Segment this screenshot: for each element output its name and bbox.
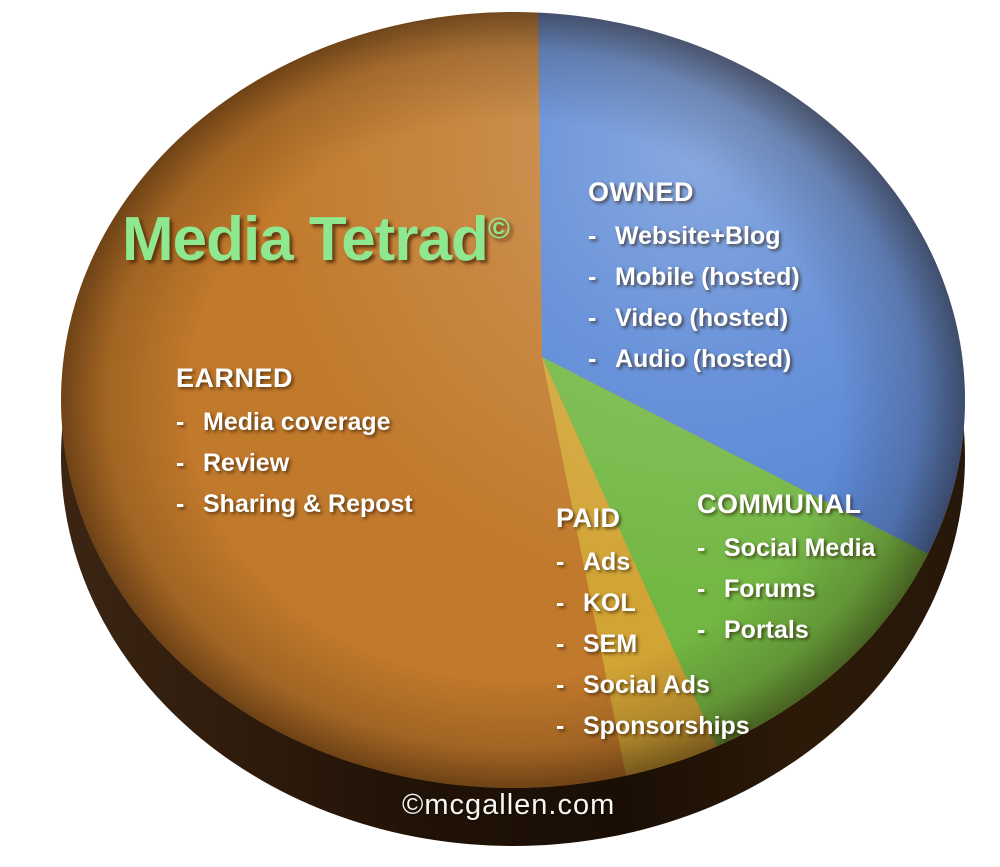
pie-edge-shadow: [61, 12, 965, 788]
slice-heading-paid: PAID: [556, 503, 621, 533]
list-item-label: Portals: [724, 616, 809, 644]
list-item-label: Social Media: [724, 534, 876, 562]
bullet-dash: -: [556, 630, 565, 658]
slice-label-paid: PAID - Ads - KOL - SEM - Social Ads - Sp…: [556, 502, 750, 747]
list-item-label: Social Ads: [583, 671, 710, 699]
list-item-label: Media coverage: [203, 408, 391, 436]
copyright-symbol: ©: [487, 212, 510, 246]
slice-heading-earned: EARNED: [176, 363, 294, 393]
bullet-dash: -: [697, 575, 706, 603]
list-item-label: Video (hosted): [615, 304, 789, 332]
bullet-dash: -: [588, 304, 597, 332]
list-item: - Mobile (hosted): [588, 257, 800, 298]
diagram-title: Media Tetrad©: [122, 205, 510, 274]
diagram-title-text: Media Tetrad: [122, 205, 489, 274]
list-item: - Video (hosted): [588, 298, 800, 339]
list-item: - Sponsorships: [556, 706, 750, 747]
list-item-label: KOL: [583, 589, 636, 617]
bullet-dash: -: [697, 616, 706, 644]
slice-label-earned: EARNED - Media coverage - Review - Shari…: [176, 362, 413, 525]
list-item: - Audio (hosted): [588, 339, 800, 380]
bullet-dash: -: [556, 548, 565, 576]
list-item-label: Mobile (hosted): [615, 263, 800, 291]
list-item: - Website+Blog: [588, 216, 800, 257]
bullet-dash: -: [588, 345, 597, 373]
list-item: - Social Ads: [556, 665, 750, 706]
list-item-label: Review: [203, 449, 290, 477]
list-item-label: Forums: [724, 575, 816, 603]
bullet-dash: -: [176, 490, 185, 518]
list-item: - Media coverage: [176, 402, 413, 443]
list-item-label: SEM: [583, 630, 638, 658]
slice-heading-owned: OWNED: [588, 177, 694, 207]
list-item: - SEM: [556, 624, 750, 665]
bullet-dash: -: [176, 449, 185, 477]
list-item-label: Audio (hosted): [615, 345, 792, 373]
bullet-dash: -: [588, 222, 597, 250]
list-item-label: Website+Blog: [615, 222, 781, 250]
bullet-dash: -: [176, 408, 185, 436]
list-item-label: Ads: [583, 548, 631, 576]
bullet-dash: -: [556, 589, 565, 617]
bullet-dash: -: [556, 712, 565, 740]
list-item-label: Sharing & Repost: [203, 490, 413, 518]
list-item: - Ads: [556, 542, 750, 583]
list-item: - Review: [176, 443, 413, 484]
list-item: - Portals: [697, 610, 875, 651]
slice-label-owned: OWNED - Website+Blog - Mobile (hosted) -…: [588, 176, 800, 380]
slice-heading-communal: COMMUNAL: [697, 489, 862, 519]
list-item: - Social Media: [697, 528, 875, 569]
bullet-dash: -: [556, 671, 565, 699]
watermark: ©mcgallen.com: [402, 789, 616, 821]
bullet-dash: -: [697, 534, 706, 562]
bullet-dash: -: [588, 263, 597, 291]
list-item: - Sharing & Repost: [176, 484, 413, 525]
slice-label-communal: COMMUNAL - Social Media - Forums - Porta…: [697, 488, 875, 651]
list-item: - KOL: [556, 583, 750, 624]
list-item: - Forums: [697, 569, 875, 610]
list-item-label: Sponsorships: [583, 712, 750, 740]
